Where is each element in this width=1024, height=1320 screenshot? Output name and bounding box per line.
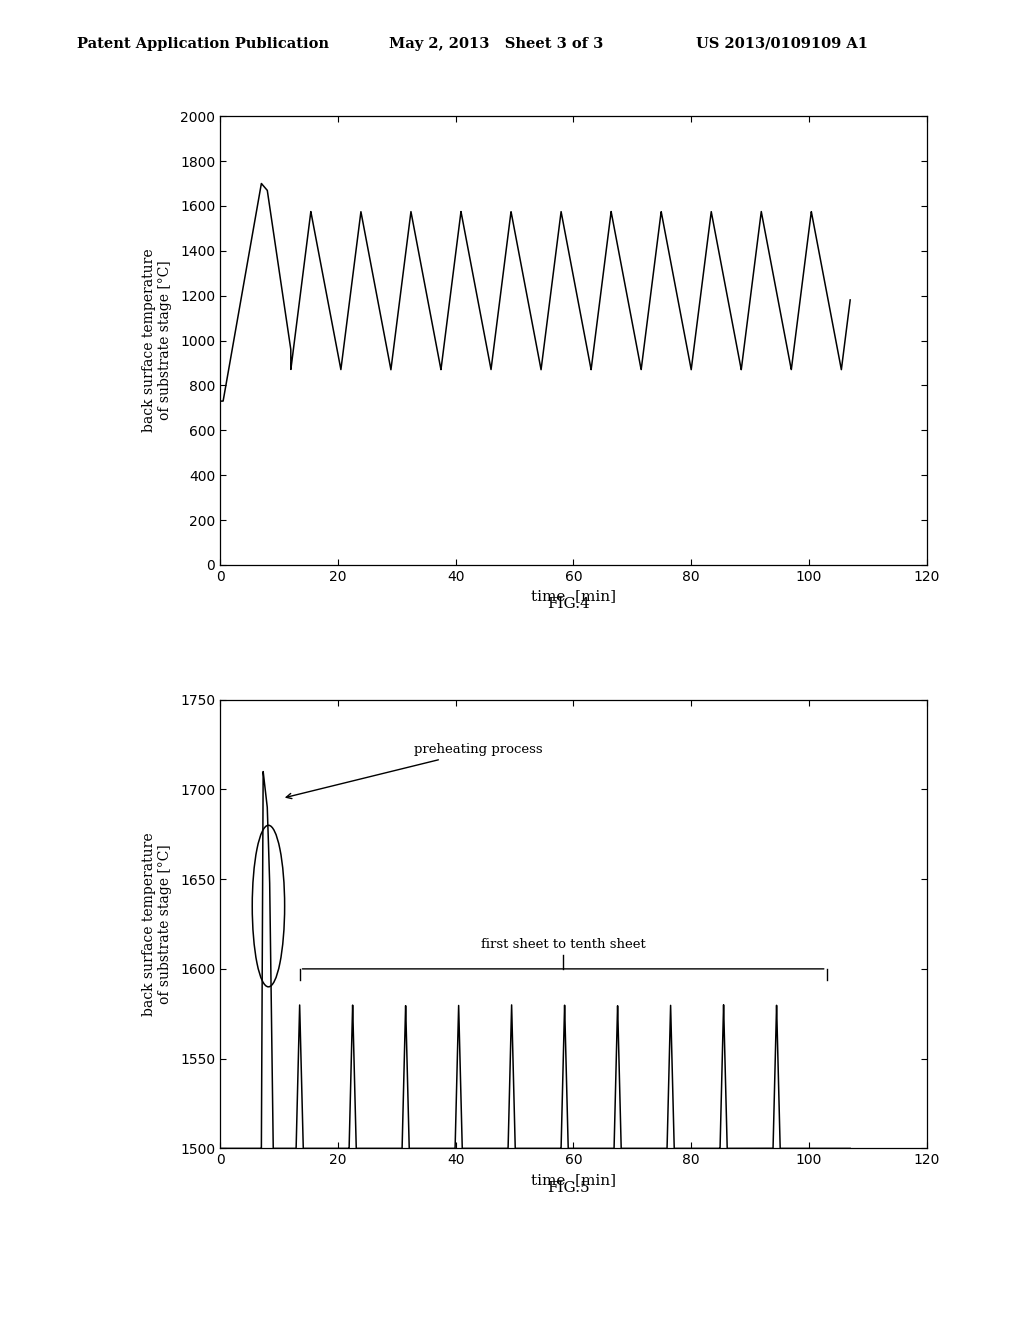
- Text: US 2013/0109109 A1: US 2013/0109109 A1: [696, 37, 868, 51]
- Text: Patent Application Publication: Patent Application Publication: [77, 37, 329, 51]
- Y-axis label: back surface temperature
of substrate stage [°C]: back surface temperature of substrate st…: [141, 832, 172, 1016]
- X-axis label: time  [min]: time [min]: [530, 1172, 616, 1187]
- Text: FIG.5: FIG.5: [547, 1181, 590, 1196]
- Y-axis label: back surface temperature
of substrate stage [°C]: back surface temperature of substrate st…: [141, 248, 172, 433]
- Text: FIG.4: FIG.4: [547, 597, 590, 611]
- Text: preheating process: preheating process: [286, 743, 543, 799]
- Text: first sheet to tenth sheet: first sheet to tenth sheet: [480, 939, 645, 950]
- X-axis label: time  [min]: time [min]: [530, 589, 616, 603]
- Text: May 2, 2013   Sheet 3 of 3: May 2, 2013 Sheet 3 of 3: [389, 37, 603, 51]
